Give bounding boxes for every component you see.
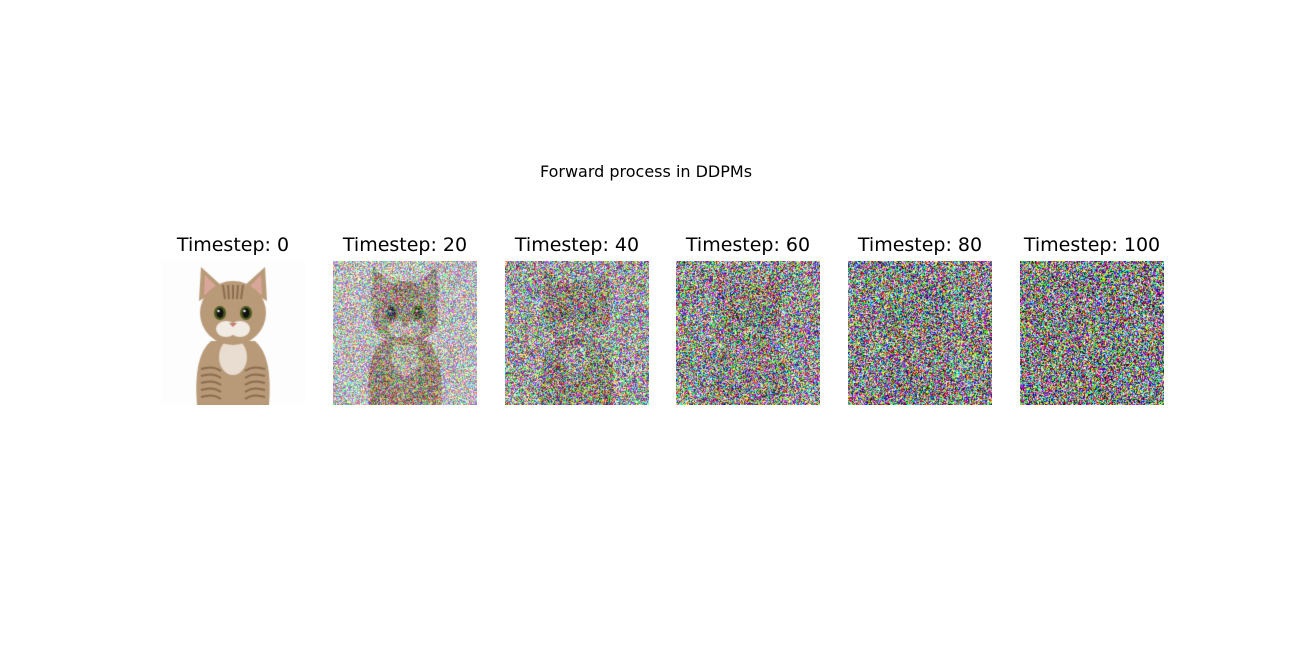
panel-timestep-0: Timestep: 0 (147, 232, 319, 405)
panel-title: Timestep: 0 (176, 234, 290, 256)
panel-timestep-80: Timestep: 80 (834, 232, 1006, 405)
noisy-image-timestep-100 (1020, 261, 1164, 405)
cat-image-timestep-0 (161, 261, 305, 405)
figure-title: Forward process in DDPMs (539, 162, 753, 181)
noisy-image-timestep-40 (505, 261, 649, 405)
panel-title: Timestep: 100 (1023, 234, 1161, 256)
panel-title: Timestep: 40 (514, 234, 640, 256)
panel-timestep-20: Timestep: 20 (319, 232, 491, 405)
noisy-image-timestep-20 (333, 261, 477, 405)
noisy-image-timestep-80 (848, 261, 992, 405)
panel-timestep-60: Timestep: 60 (662, 232, 834, 405)
panel-timestep-40: Timestep: 40 (491, 232, 663, 405)
panel-title: Timestep: 20 (342, 234, 468, 256)
panel-title: Timestep: 60 (685, 234, 811, 256)
noisy-image-timestep-60 (676, 261, 820, 405)
panel-timestep-100: Timestep: 100 (1006, 232, 1178, 405)
panel-title: Timestep: 80 (857, 234, 983, 256)
